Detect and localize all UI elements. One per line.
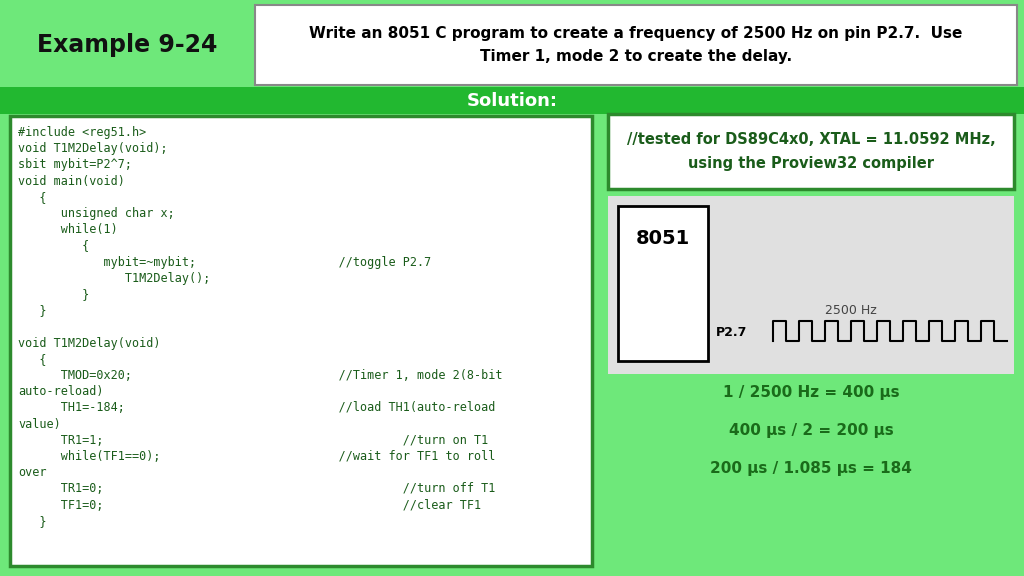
Text: Solution:: Solution: — [467, 92, 557, 109]
Text: while(1): while(1) — [18, 223, 118, 236]
Bar — [608, 114, 1014, 189]
Text: TF1=0;                                          //clear TF1: TF1=0; //clear TF1 — [18, 499, 481, 511]
Text: }: } — [18, 304, 46, 317]
Text: }: } — [18, 515, 46, 528]
Text: TH1=-184;                              //load TH1(auto-reload: TH1=-184; //load TH1(auto-reload — [18, 401, 496, 414]
Bar — [10, 116, 592, 566]
Bar — [618, 206, 708, 361]
Text: {: { — [18, 191, 46, 204]
Text: void T1M2Delay(void);: void T1M2Delay(void); — [18, 142, 168, 155]
Text: {: { — [18, 240, 89, 252]
Text: TMOD=0x20;                             //Timer 1, mode 2(8-bit: TMOD=0x20; //Timer 1, mode 2(8-bit — [18, 369, 503, 382]
Text: {: { — [18, 353, 46, 366]
Bar — [0, 87, 1024, 114]
Text: over: over — [18, 466, 46, 479]
Text: auto-reload): auto-reload) — [18, 385, 103, 398]
Text: TR1=0;                                          //turn off T1: TR1=0; //turn off T1 — [18, 482, 496, 495]
Text: 8051: 8051 — [636, 229, 690, 248]
Text: void T1M2Delay(void): void T1M2Delay(void) — [18, 336, 161, 350]
Text: }: } — [18, 288, 89, 301]
Text: unsigned char x;: unsigned char x; — [18, 207, 175, 220]
Text: Example 9-24: Example 9-24 — [37, 33, 217, 57]
Text: 1 / 2500 Hz = 400 μs: 1 / 2500 Hz = 400 μs — [723, 385, 899, 400]
Text: sbit mybit=P2^7;: sbit mybit=P2^7; — [18, 158, 132, 172]
Text: 2500 Hz: 2500 Hz — [825, 305, 877, 317]
Text: T1M2Delay();: T1M2Delay(); — [18, 272, 210, 285]
Text: void main(void): void main(void) — [18, 175, 125, 188]
Text: #include <reg51.h>: #include <reg51.h> — [18, 126, 146, 139]
Text: 400 μs / 2 = 200 μs: 400 μs / 2 = 200 μs — [729, 423, 893, 438]
Text: 200 μs / 1.085 μs = 184: 200 μs / 1.085 μs = 184 — [710, 460, 912, 476]
Text: mybit=~mybit;                    //toggle P2.7: mybit=~mybit; //toggle P2.7 — [18, 256, 431, 268]
Text: while(TF1==0);                         //wait for TF1 to roll: while(TF1==0); //wait for TF1 to roll — [18, 450, 496, 463]
Text: Write an 8051 C program to create a frequency of 2500 Hz on pin P2.7.  Use
Timer: Write an 8051 C program to create a freq… — [309, 26, 963, 64]
Text: TR1=1;                                          //turn on T1: TR1=1; //turn on T1 — [18, 434, 488, 447]
Bar — [255, 5, 1017, 85]
Text: value): value) — [18, 418, 60, 431]
Text: P2.7: P2.7 — [716, 327, 748, 339]
Text: //tested for DS89C4x0, XTAL = 11.0592 MHz,
using the Proview32 compiler: //tested for DS89C4x0, XTAL = 11.0592 MH… — [627, 132, 995, 170]
Bar — [608, 196, 1014, 374]
